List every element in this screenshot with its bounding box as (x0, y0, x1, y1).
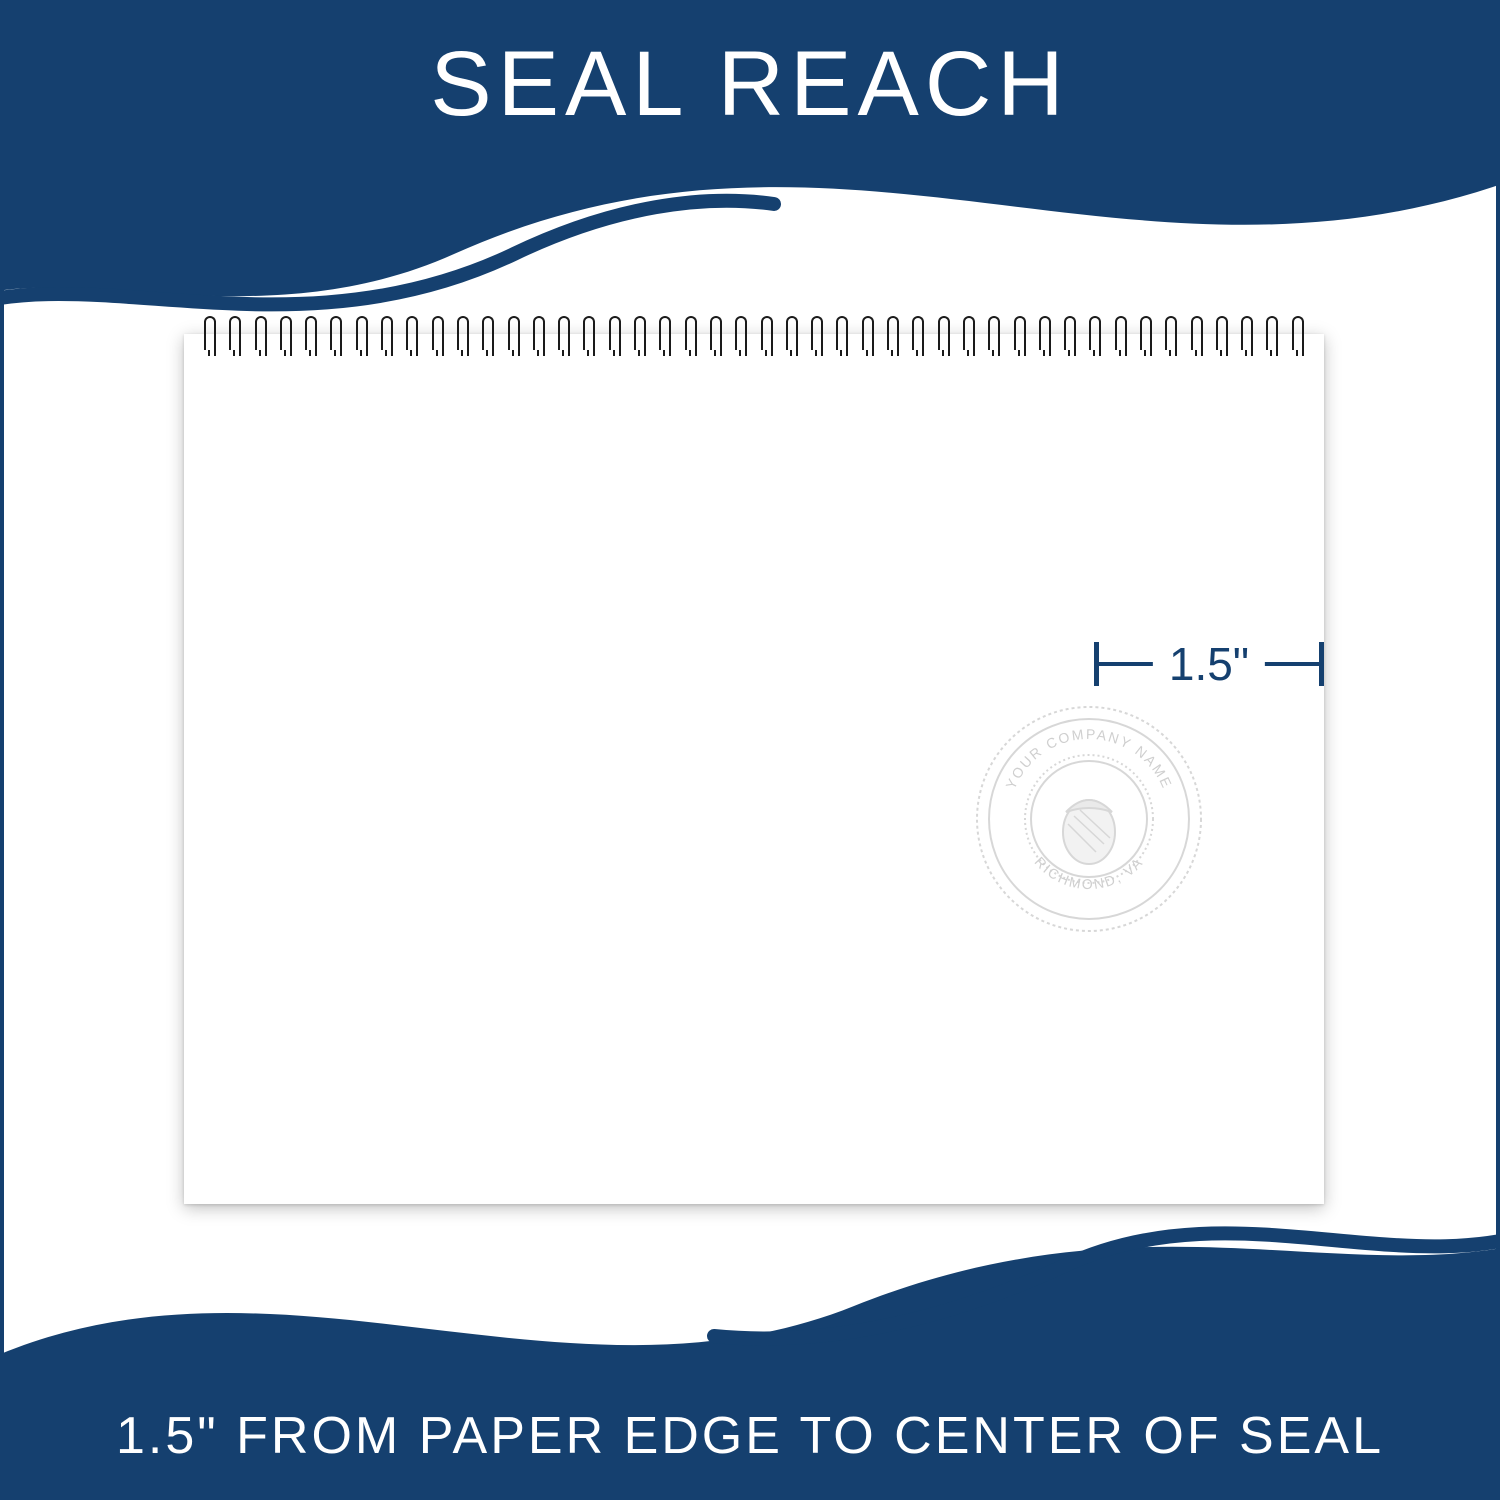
seal-top-text: YOUR COMPANY NAME (1002, 726, 1175, 792)
page-title: SEAL REACH (430, 32, 1069, 137)
measure-right-cap (1319, 642, 1324, 686)
spiral-binding (204, 316, 1304, 356)
embossed-seal: YOUR COMPANY NAME RICHMOND, VA (974, 704, 1204, 934)
footer-bar: 1.5" FROM PAPER EDGE TO CENTER OF SEAL (4, 1376, 1496, 1496)
reach-measurement-indicator: 1.5" (1094, 634, 1324, 694)
measure-label-bg: 1.5" (1153, 633, 1265, 695)
svg-text:YOUR COMPANY NAME: YOUR COMPANY NAME (1002, 726, 1175, 792)
footer-caption: 1.5" FROM PAPER EDGE TO CENTER OF SEAL (116, 1406, 1384, 1466)
measure-value: 1.5" (1169, 638, 1249, 690)
header-bar: SEAL REACH (4, 4, 1496, 164)
notebook-paper: 1.5" YOUR COMPANY NAME RICHMOND, VA (184, 334, 1324, 1204)
outer-frame: SEAL REACH 1.5" (0, 0, 1500, 1500)
